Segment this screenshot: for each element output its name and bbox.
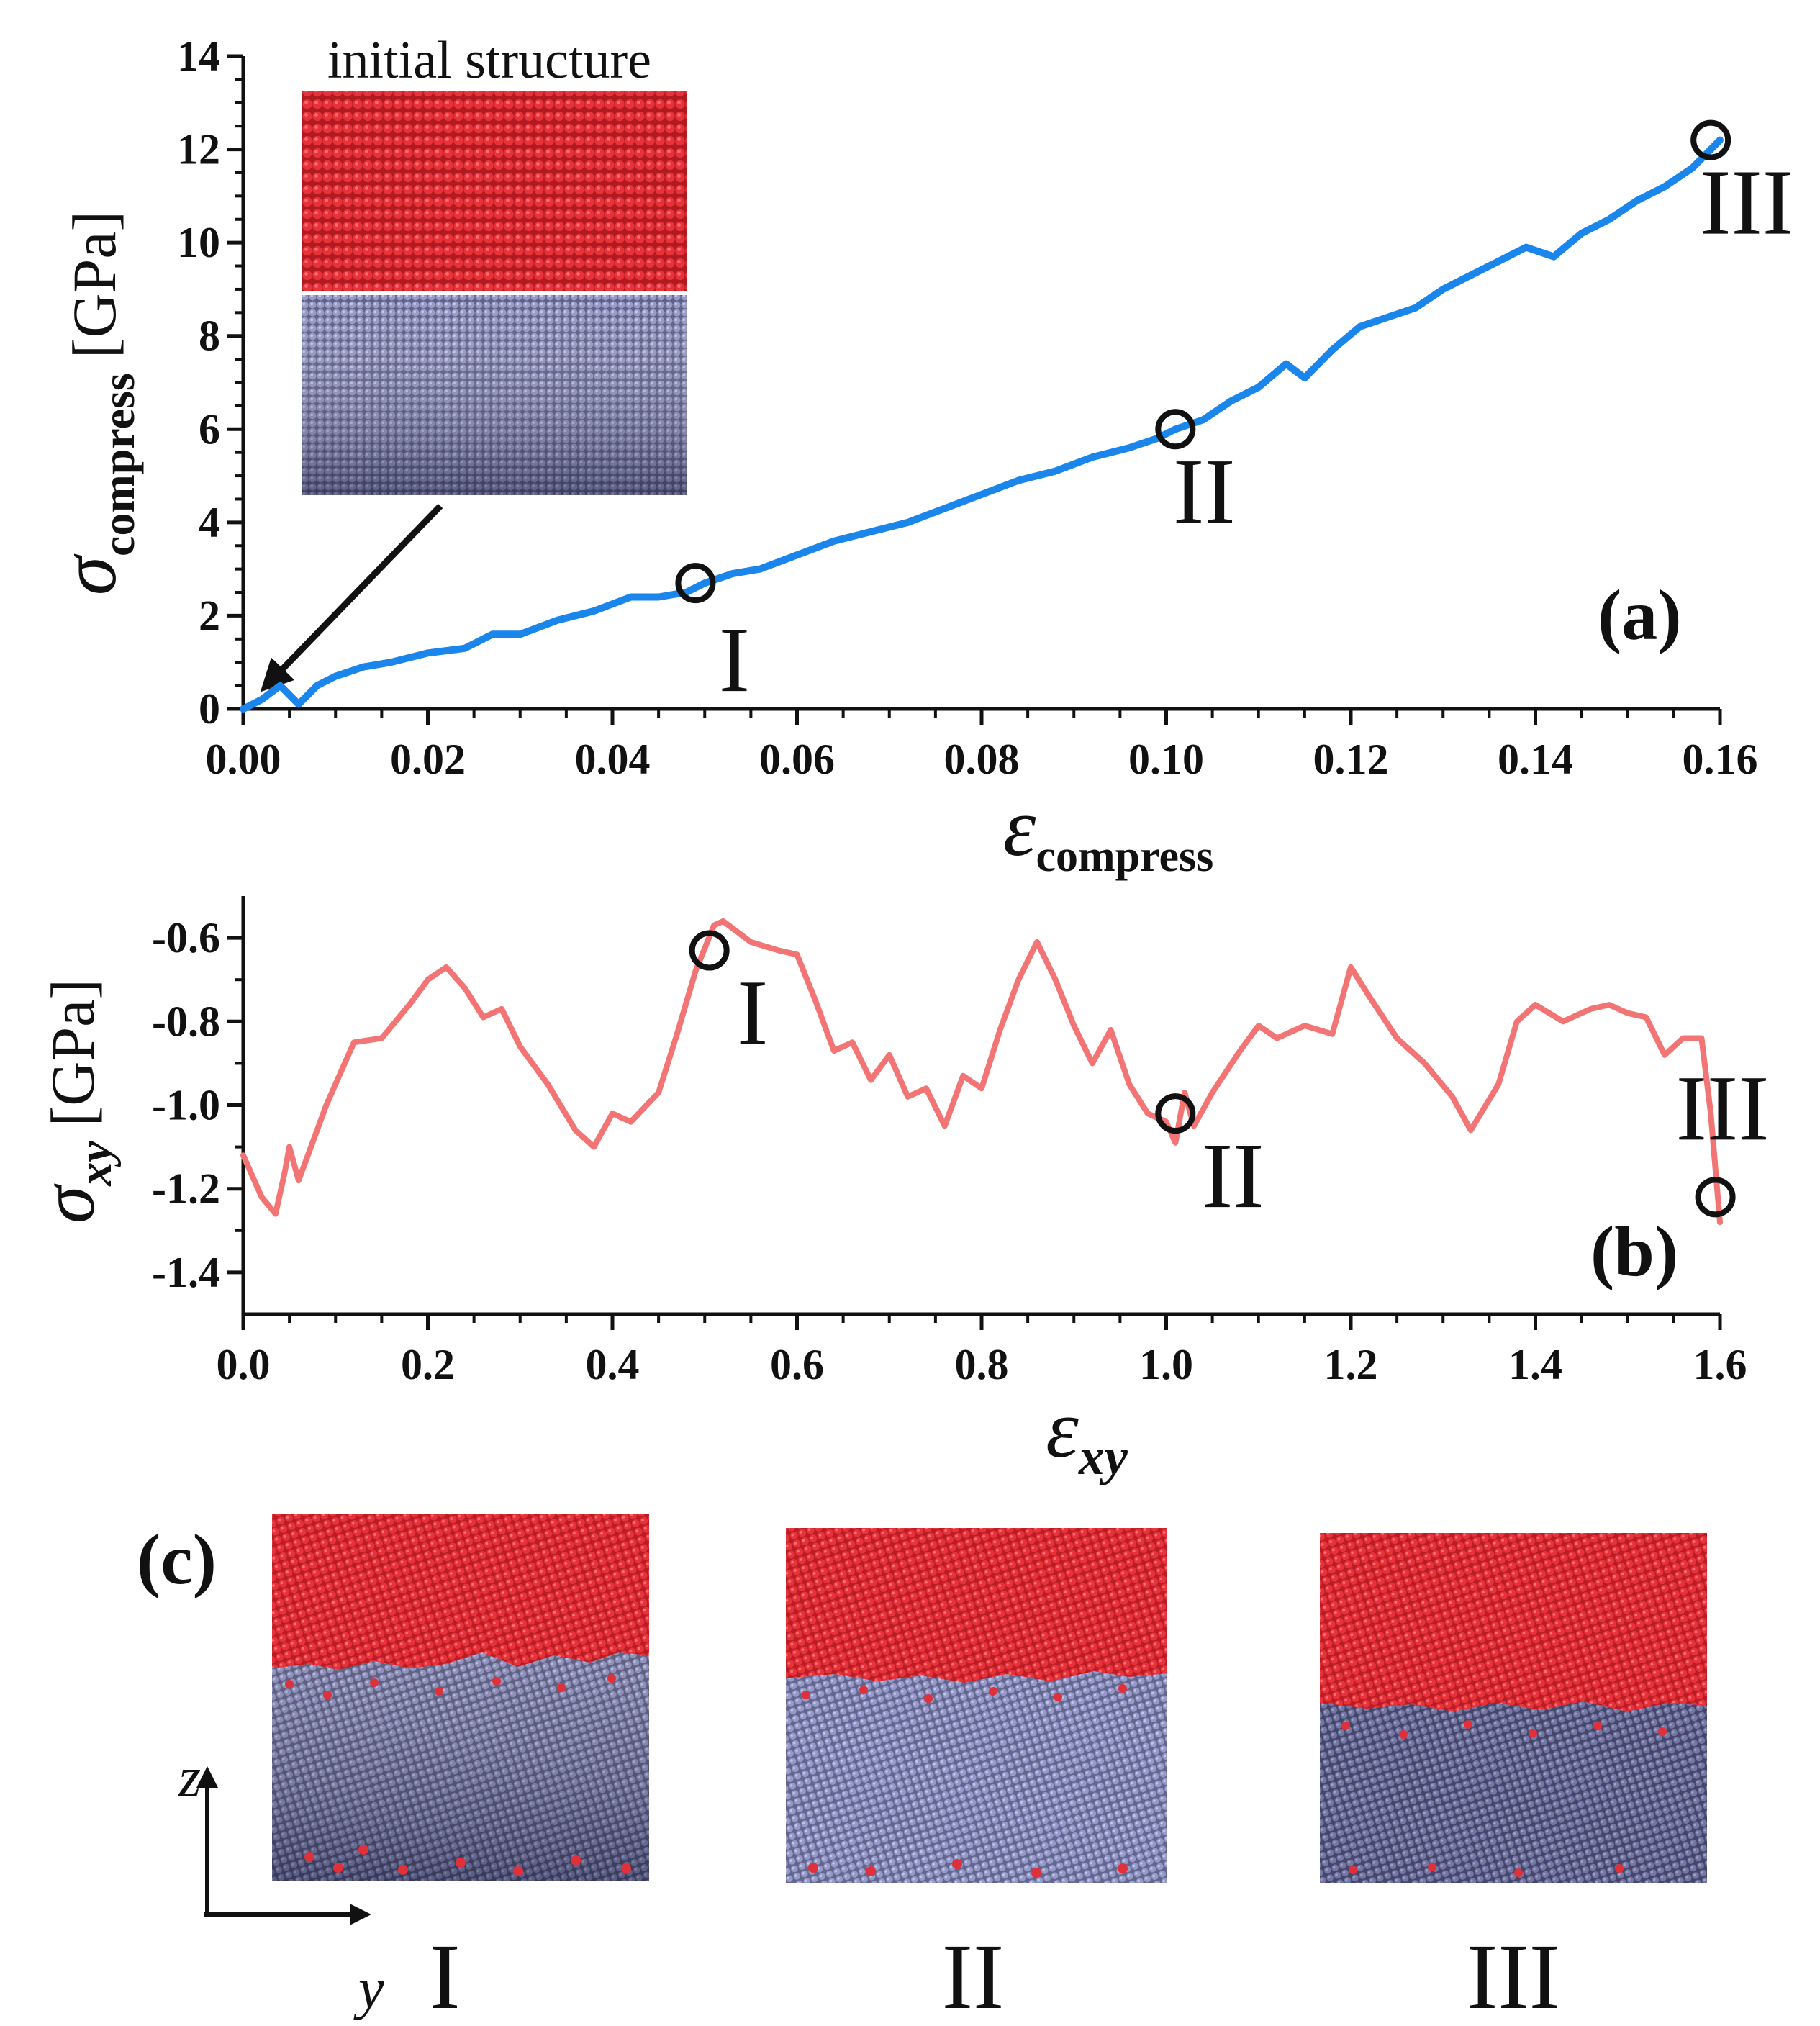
snapshot-II-scattered-atoms [802,1684,1128,1878]
marker-label-b-I: I [737,962,768,1065]
snapshot-I: I [272,1514,649,2026]
panel-b-chart: 0.0 0.2 0.4 0.6 0.8 1.0 1.2 1.4 1.6 -0.6 -0.8 -1.0 -… [26,896,1770,1485]
y-axis-b-unit: [GPa] [38,979,107,1126]
marker-label-a-II: II [1173,440,1236,543]
x-tick-label-b: 0.6 [770,1341,824,1388]
panel-label-c: (c) [137,1519,217,1599]
y-axis-a-symbol: σ [45,553,132,595]
x-tick-label-b: 1.2 [1324,1341,1378,1388]
y-axis-b-subscript: xy [69,1141,122,1187]
x-axis-b-symbol: ε [1046,1383,1079,1475]
series-line-b-shear [240,918,1723,1226]
snapshot-III: III [1320,1533,1707,2026]
x-tick-label-a: 0.00 [206,736,281,783]
z-axis-label: z [178,1746,201,1809]
svg-text:σcompress[GPa]: σcompress [GPa] [45,211,144,595]
x-tick-label-a: 0.16 [1683,736,1758,783]
x-tick-label-a: 0.06 [759,736,835,783]
svg-text:εcompress: εcompress [1003,782,1214,881]
y-tick-label-a: 6 [199,405,220,453]
panel-label-a: (a) [1598,575,1682,655]
x-tick-label-b: 1.4 [1508,1341,1562,1388]
coordinate-axes-indicator: z y [178,1746,384,2021]
y-tick-label-a: 8 [199,312,220,360]
panel-a-y-axis-title: σcompress [GPa] [45,211,144,595]
x-axis-a-subscript: compress [1036,832,1213,881]
marker-circle-a-III [1690,119,1731,160]
y-tick-label-a: 14 [177,32,220,80]
marker-circle-a-I [675,563,716,604]
x-tick-label-b: 0.4 [586,1341,640,1388]
marker-circle-a-II [1155,409,1196,450]
y-tick-label-a: 2 [199,592,220,639]
y-tick-label-b: -0.8 [152,998,220,1045]
arrow-to-origin [260,503,443,692]
panel-a-x-axis-title: εcompress [1003,782,1214,881]
snapshot-I-red-region [272,1514,649,1670]
y-tick-label-a: 12 [177,126,220,173]
panel-b-y-axis-title: σxy [GPa] [26,979,122,1224]
panel-c-snapshots: (c) I II [137,1514,1707,2026]
series-line-a-compression [240,136,1724,713]
x-tick-label-a: 0.04 [575,736,651,783]
snapshot-II: II [786,1528,1167,2026]
snapshot-III-red-region [1320,1533,1707,1711]
x-tick-label-b: 0.8 [955,1341,1009,1388]
inset-blue-shade [302,295,687,495]
y-tick-label-a: 4 [199,499,220,546]
y-tick-label-a: 10 [177,219,220,266]
x-tick-label-b: 0.0 [217,1341,271,1388]
panel-a-axes: 0.00 0.02 0.04 0.06 0.08 0.10 0.12 0.14 0.16 0 2 4 6… [177,32,1758,783]
x-tick-label-a: 0.12 [1313,736,1389,783]
snapshot-III-label: III [1467,1925,1560,2026]
x-tick-label-b: 1.6 [1693,1341,1747,1388]
panel-a-chart: initial structure 0.00 0.02 0.04 0.06 0.08 0.… [45,31,1793,881]
marker-label-a-III: III [1700,151,1793,255]
snapshot-II-red-region [786,1528,1167,1683]
snapshot-III-scattered-atoms [1341,1720,1667,1877]
x-tick-label-a: 0.02 [390,736,466,783]
x-axis-b-subscript: xy [1078,1428,1128,1485]
x-tick-label-a: 0.08 [944,736,1020,783]
marker-circle-b-I [689,930,730,971]
y-tick-label-b: -0.6 [152,914,220,962]
snapshot-I-label: I [429,1925,460,2026]
x-tick-label-a: 0.14 [1498,736,1573,783]
panel-b-series [240,918,1723,1226]
y-tick-label-b: -1.2 [152,1165,220,1213]
y-axis-a-subscript: compress [93,373,144,556]
inset-red-layer [302,91,687,291]
marker-circle-b-III [1695,1177,1736,1218]
snapshot-I-scattered-atoms [285,1674,631,1876]
y-axis-b-symbol: σ [26,1183,110,1224]
marker-label-a-I: I [719,608,750,712]
inset-title: initial structure [327,31,651,90]
y-axis-a-unit: [GPa] [60,211,129,358]
x-axis-a-symbol: ε [1003,782,1036,874]
panel-b-x-axis-title: εxy [1046,1383,1128,1485]
panel-b-axes: 0.0 0.2 0.4 0.6 0.8 1.0 1.2 1.4 1.6 -0.6 -0.8 -1.0 -… [152,896,1747,1388]
x-tick-label-a: 0.10 [1128,736,1204,783]
y-tick-label-a: 0 [199,685,220,733]
y-axis-label: y [353,1958,384,2021]
marker-label-b-II: II [1202,1124,1264,1228]
panel-a-series [240,136,1724,713]
marker-label-b-III: III [1676,1057,1770,1160]
svg-text:εxy: εxy [1046,1383,1128,1485]
snapshot-II-label: II [942,1925,1005,2026]
x-tick-label-b: 0.2 [401,1341,455,1388]
initial-structure-inset: initial structure [302,31,687,495]
panel-label-b: (b) [1590,1211,1678,1291]
svg-text:σxy[GPa]: σxy [GPa] [26,979,122,1224]
x-tick-label-b: 1.0 [1139,1341,1193,1388]
marker-circle-b-II [1155,1093,1196,1134]
y-tick-label-b: -1.0 [152,1082,220,1129]
y-tick-label-b: -1.4 [152,1249,220,1296]
